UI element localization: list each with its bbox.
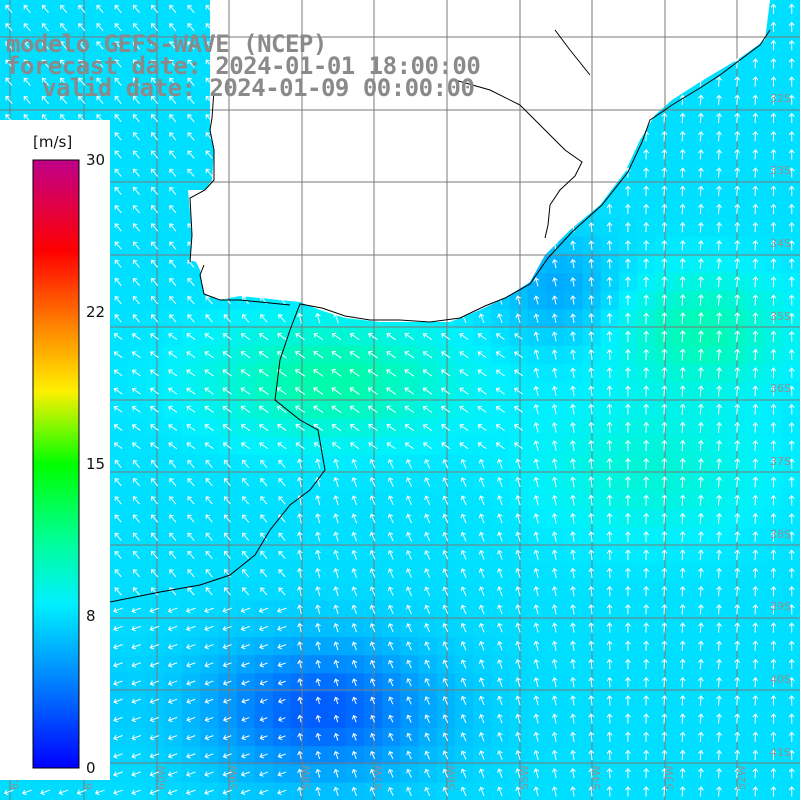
- longitude-label: 56W: [445, 765, 458, 790]
- colorbar-tick-15: 15: [86, 455, 106, 473]
- latitude-label: 32S: [770, 92, 791, 105]
- latitude-label: 35S: [770, 310, 791, 323]
- colorbar-tick-30: 30: [86, 151, 106, 169]
- latitude-label: 40S: [770, 673, 791, 686]
- colorbar: [32, 159, 80, 769]
- latitude-label: 41S: [770, 746, 791, 759]
- latitude-label: 39S: [770, 600, 791, 613]
- colorbar-units: [m/s]: [33, 133, 73, 151]
- latitude-label: 36S: [770, 382, 791, 395]
- colorbar-tick-8: 8: [86, 607, 96, 625]
- longitude-label: 55W: [518, 765, 531, 790]
- longitude-label: 54W: [590, 765, 603, 790]
- latitude-label: 37S: [770, 455, 791, 468]
- valid-date: valid date: 2024-01-09 00:00:00: [42, 74, 475, 102]
- colorbar-tick-0: 0: [86, 759, 96, 777]
- longitude-label: 60W: [155, 765, 168, 790]
- longitude-label: 52W: [735, 765, 748, 790]
- latitude-label: 34S: [770, 237, 791, 250]
- longitude-label: 59W: [227, 765, 240, 790]
- latitude-label: 33S: [770, 164, 791, 177]
- colorbar-tick-22: 22: [86, 303, 106, 321]
- longitude-label: 58W: [300, 765, 313, 790]
- latitude-label: 38S: [770, 528, 791, 541]
- longitude-label: 57W: [372, 765, 385, 790]
- longitude-label: 53W: [663, 765, 676, 790]
